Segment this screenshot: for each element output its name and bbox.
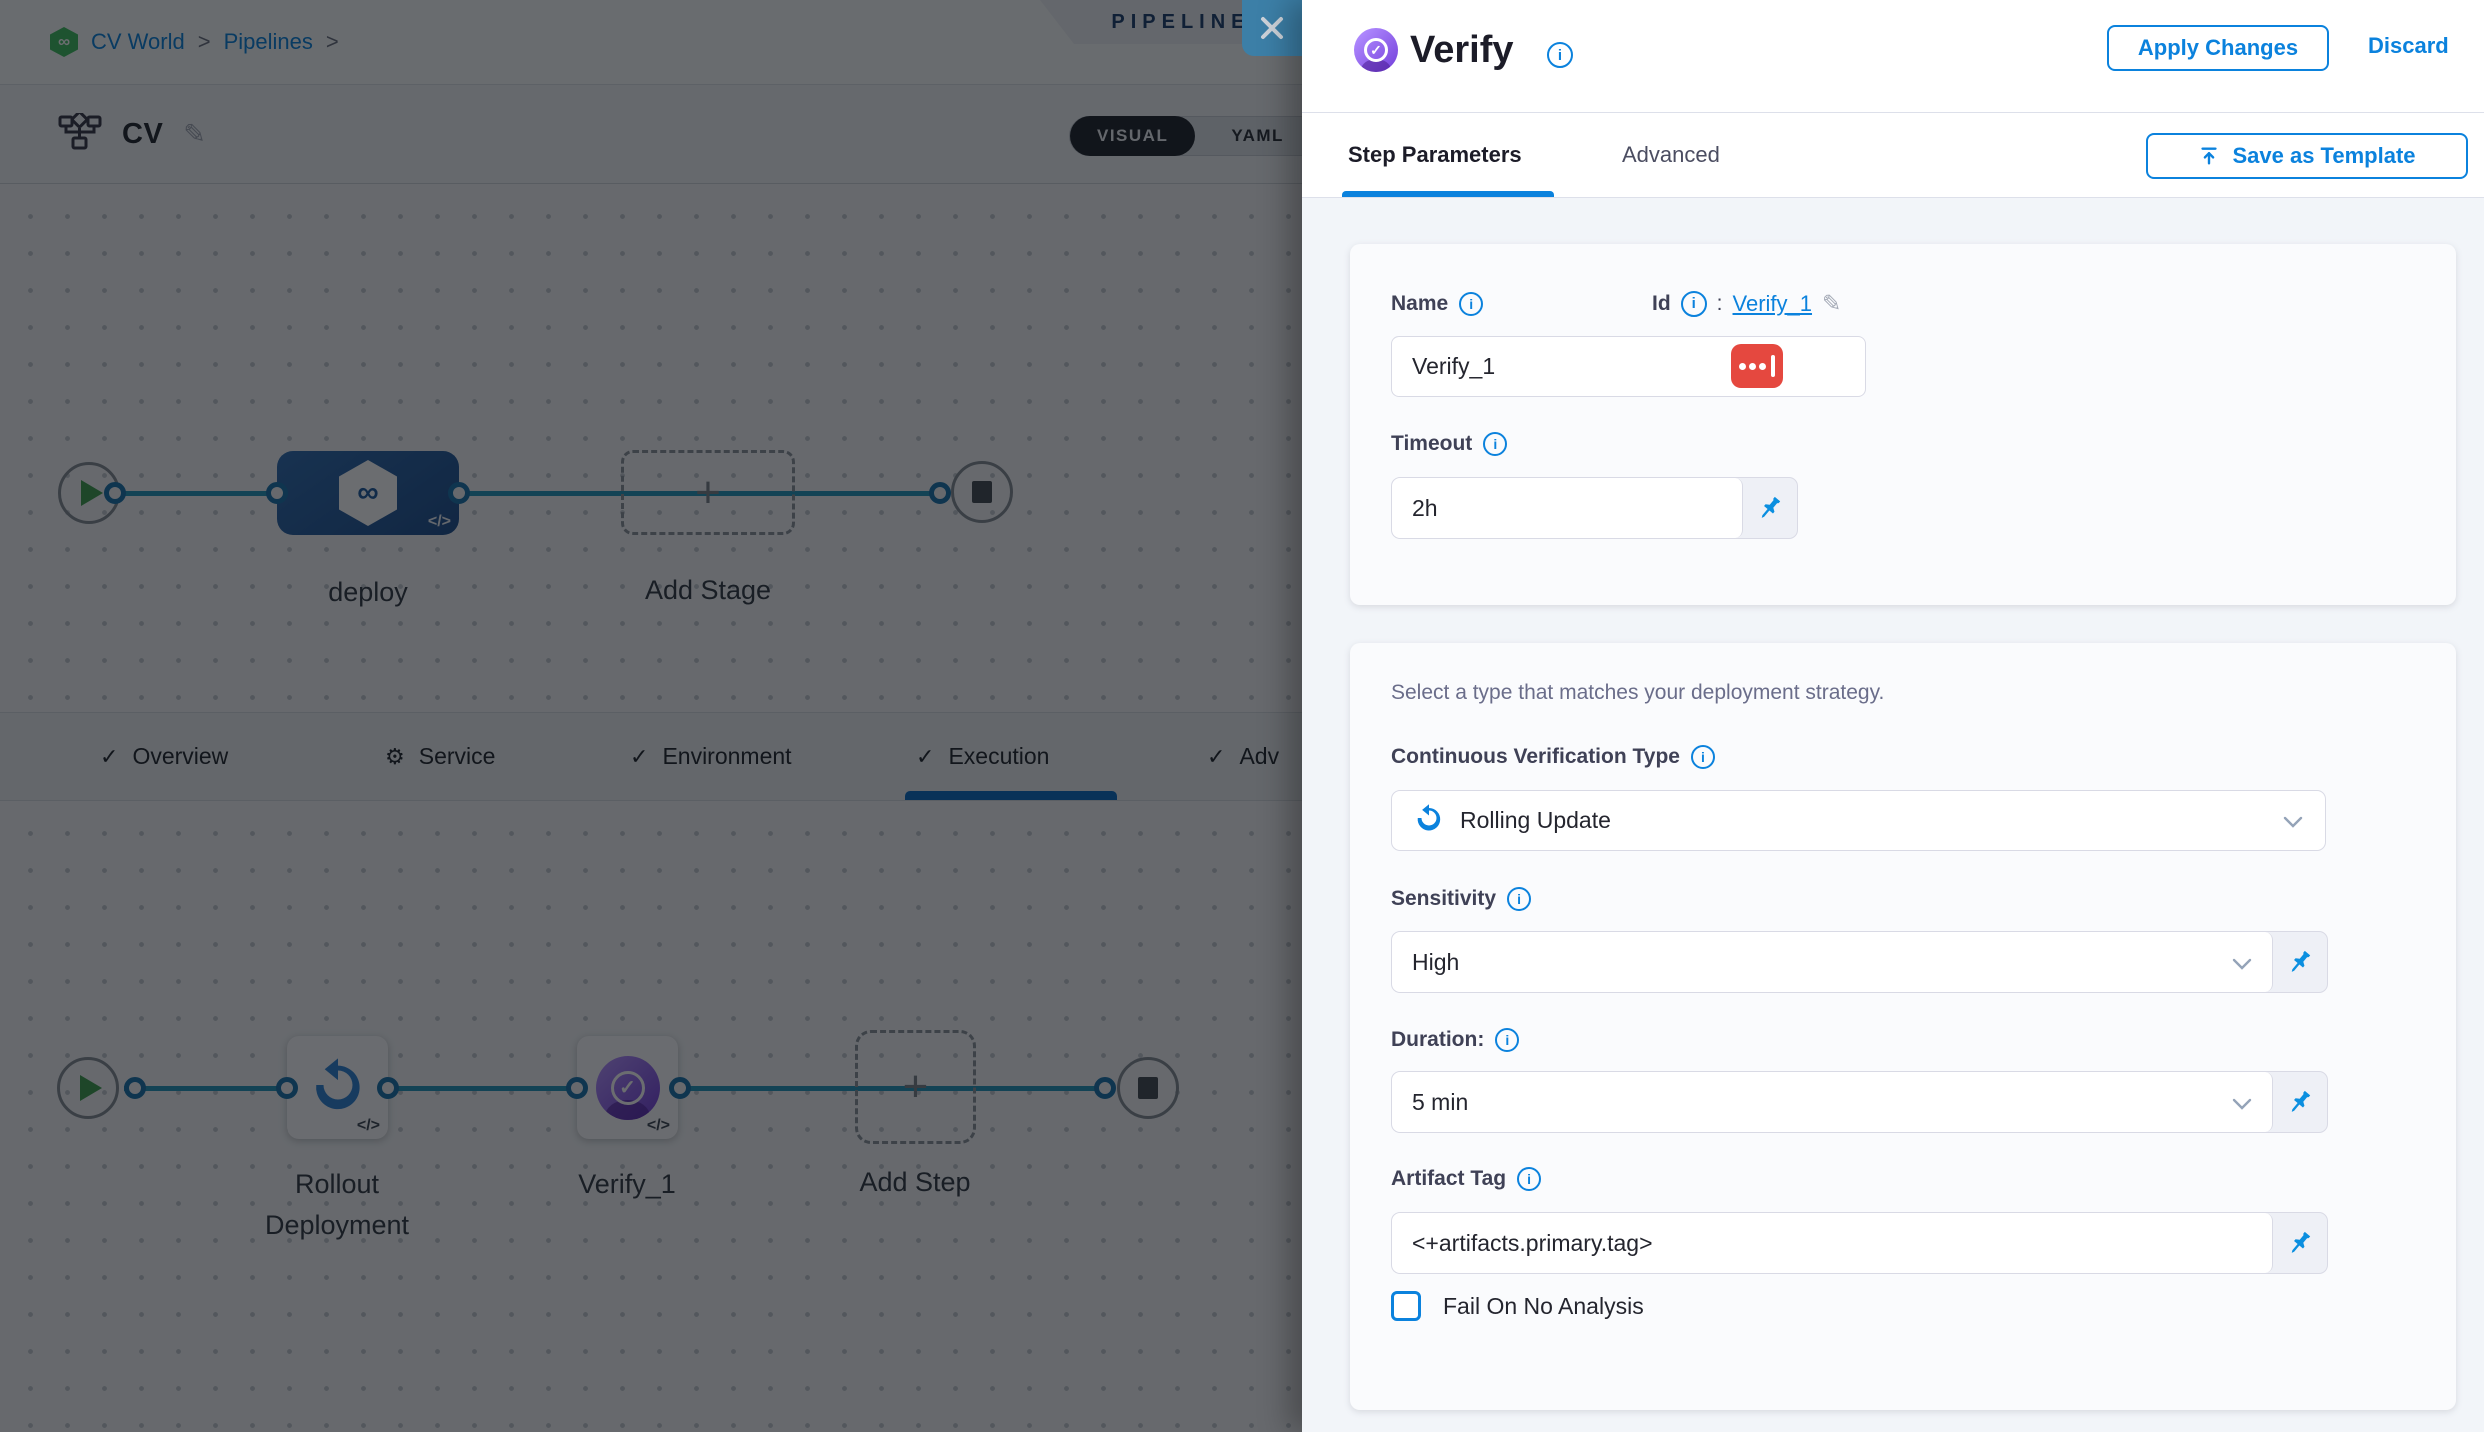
timeout-label: Timeout i bbox=[1391, 432, 1508, 456]
discard-button[interactable]: Discard bbox=[2368, 33, 2449, 58]
verification-settings-card: Select a type that matches your deployme… bbox=[1350, 643, 2456, 1410]
info-icon[interactable]: i bbox=[1495, 1028, 1520, 1052]
chevron-down-icon bbox=[2283, 807, 2303, 834]
duration-value: 5 min bbox=[1412, 1088, 1469, 1115]
step-id-row: Id i : Verify_1 ✎ bbox=[1652, 290, 1841, 317]
info-icon[interactable]: i bbox=[1459, 292, 1484, 316]
artifact-tag-input[interactable] bbox=[1392, 1213, 2273, 1273]
cv-type-select[interactable]: Rolling Update bbox=[1391, 790, 2326, 851]
apply-changes-button[interactable]: Apply Changes bbox=[2107, 25, 2329, 71]
fail-on-no-analysis-label: Fail On No Analysis bbox=[1443, 1292, 1644, 1319]
artifact-tag-field-group bbox=[1391, 1212, 2328, 1274]
drawer-title: Verify bbox=[1410, 29, 1514, 71]
info-icon[interactable]: i bbox=[1547, 42, 1573, 68]
cv-type-label: Continuous Verification Type i bbox=[1391, 745, 1715, 769]
pin-runtime-input-icon[interactable] bbox=[1743, 478, 1797, 538]
info-icon[interactable]: i bbox=[1507, 887, 1532, 911]
fail-on-no-analysis-checkbox[interactable] bbox=[1391, 1291, 1421, 1321]
sensitivity-select[interactable]: High bbox=[1392, 932, 2273, 992]
tab-step-parameters[interactable]: Step Parameters bbox=[1348, 142, 1522, 167]
artifact-tag-label: Artifact Tag i bbox=[1391, 1167, 1542, 1191]
edit-id-icon[interactable]: ✎ bbox=[1822, 290, 1842, 316]
save-as-template-button[interactable]: Save as Template bbox=[2146, 133, 2468, 179]
active-tab-underline bbox=[1342, 191, 1554, 197]
timeout-input[interactable] bbox=[1392, 478, 1743, 538]
step-id-value[interactable]: Verify_1 bbox=[1732, 290, 1813, 316]
duration-label: Duration: i bbox=[1391, 1028, 1520, 1052]
chevron-down-icon bbox=[2232, 1089, 2252, 1116]
sensitivity-field-group: High bbox=[1391, 931, 2328, 993]
name-label: Name i bbox=[1391, 292, 1484, 316]
pin-runtime-input-icon[interactable] bbox=[2273, 932, 2327, 992]
chevron-down-icon bbox=[2232, 949, 2252, 976]
name-field-wrap bbox=[1391, 336, 1866, 397]
cv-type-value: Rolling Update bbox=[1460, 807, 1611, 833]
info-icon[interactable]: i bbox=[1690, 745, 1715, 769]
id-colon: : bbox=[1716, 291, 1723, 315]
tab-advanced[interactable]: Advanced bbox=[1622, 142, 1720, 167]
pin-runtime-input-icon[interactable] bbox=[2273, 1213, 2327, 1273]
verify-step-icon: ✓ bbox=[1354, 28, 1398, 72]
close-icon bbox=[1261, 17, 1283, 39]
info-icon[interactable]: i bbox=[1680, 290, 1707, 317]
close-drawer-button[interactable] bbox=[1242, 0, 1302, 56]
name-input[interactable] bbox=[1391, 336, 1866, 397]
step-config-drawer: ✓ Verify i Apply Changes Discard Step Pa… bbox=[1302, 0, 2484, 1432]
drawer-body: Name i Id i : Verify_1 ✎ Timeout i bbox=[1302, 198, 2484, 1432]
sensitivity-label: Sensitivity i bbox=[1391, 887, 1532, 911]
step-identity-card: Name i Id i : Verify_1 ✎ Timeout i bbox=[1350, 244, 2456, 605]
duration-select[interactable]: 5 min bbox=[1392, 1072, 2273, 1132]
info-icon[interactable]: i bbox=[1483, 432, 1508, 456]
sensitivity-value: High bbox=[1412, 948, 1460, 975]
pin-runtime-input-icon[interactable] bbox=[2273, 1072, 2327, 1132]
id-label: Id bbox=[1652, 291, 1671, 315]
strategy-hint: Select a type that matches your deployme… bbox=[1391, 681, 1885, 704]
timeout-field-group bbox=[1391, 477, 1798, 539]
rolling-update-icon bbox=[1414, 803, 1444, 839]
browser-extension-icon[interactable] bbox=[1731, 344, 1783, 388]
upload-icon bbox=[2201, 147, 2218, 165]
drawer-header: ✓ Verify i Apply Changes Discard bbox=[1302, 0, 2484, 113]
duration-field-group: 5 min bbox=[1391, 1071, 2328, 1133]
fail-on-no-analysis-row: Fail On No Analysis bbox=[1391, 1291, 1644, 1321]
save-as-template-label: Save as Template bbox=[2232, 143, 2416, 168]
drawer-tabs: Step Parameters Advanced Save as Templat… bbox=[1302, 113, 2484, 198]
info-icon[interactable]: i bbox=[1517, 1167, 1542, 1191]
